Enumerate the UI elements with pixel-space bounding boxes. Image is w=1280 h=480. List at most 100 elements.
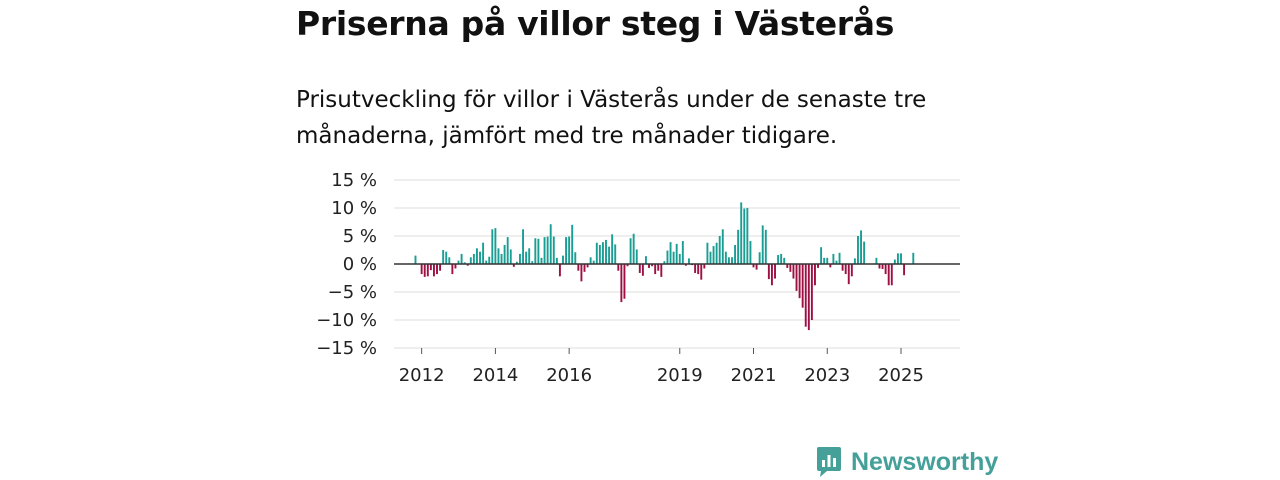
y-tick-label: 0 % [343, 254, 377, 275]
bar [681, 241, 684, 264]
y-axis: 15 % 10 % 5 % 0 % −5 % −10 % −15 % [316, 170, 377, 359]
bar [792, 264, 795, 279]
bar [577, 264, 580, 271]
bar [614, 244, 617, 264]
y-tick-label: 15 % [331, 170, 377, 191]
bar [678, 253, 681, 264]
bar [497, 248, 500, 264]
bar [789, 264, 792, 272]
bar [549, 224, 552, 264]
bar [448, 257, 451, 264]
bar [543, 237, 546, 264]
bar [684, 264, 687, 266]
bar [629, 238, 632, 264]
bar [663, 261, 666, 264]
newsworthy-logo: Newsworthy [815, 446, 998, 478]
bar [611, 234, 614, 264]
bar [731, 257, 733, 264]
bar [746, 208, 749, 264]
bar [700, 264, 703, 280]
x-tick-label: 2016 [546, 365, 592, 386]
bar-series [414, 202, 915, 331]
bar [509, 249, 512, 264]
bar [823, 257, 826, 264]
bar [706, 242, 709, 264]
bar [838, 252, 841, 264]
bar [847, 264, 850, 285]
bar [632, 233, 635, 264]
bar [835, 260, 838, 264]
bar [586, 264, 589, 268]
bar [900, 253, 902, 264]
bar [503, 244, 506, 264]
bar [669, 242, 672, 264]
bar [457, 260, 460, 264]
bar [571, 224, 574, 264]
bar [703, 264, 706, 269]
bar [807, 264, 810, 331]
bar [506, 237, 509, 264]
bar [853, 258, 856, 264]
bar [451, 264, 454, 275]
bar [770, 264, 773, 286]
bar [565, 237, 568, 264]
bar [774, 264, 776, 279]
bar [436, 264, 438, 275]
bar [472, 253, 475, 264]
bar [429, 264, 432, 271]
bar [562, 255, 564, 264]
bar [829, 264, 832, 268]
bar [601, 242, 604, 264]
bar [786, 264, 789, 268]
bar [479, 251, 481, 264]
bar [810, 264, 813, 320]
bar [675, 243, 678, 264]
bar [884, 264, 887, 275]
bar [540, 257, 543, 264]
bar [724, 251, 727, 264]
bar [595, 242, 598, 264]
bar [857, 236, 859, 264]
bar [795, 264, 798, 291]
bar [912, 252, 915, 264]
bar [626, 264, 629, 267]
bar [617, 264, 620, 271]
bar [721, 229, 724, 264]
x-tick-label: 2023 [804, 365, 850, 386]
bar [783, 257, 786, 264]
bar [635, 249, 638, 264]
bar [863, 241, 866, 264]
x-axis: 2012 2014 2016 2019 2021 2023 2025 [399, 348, 924, 386]
chart-title: Priserna på villor steg i Västerås [296, 4, 895, 43]
bar [709, 251, 712, 264]
bar [694, 264, 697, 273]
bar [755, 264, 758, 270]
bar [740, 202, 743, 264]
bar [608, 246, 611, 264]
bar [727, 257, 730, 264]
bar [546, 236, 549, 264]
bar [414, 255, 417, 264]
bar [764, 229, 767, 264]
bar [531, 261, 534, 264]
x-tick-label: 2021 [731, 365, 777, 386]
bar [893, 259, 896, 264]
bar [555, 257, 558, 264]
bar [881, 264, 884, 270]
bar [801, 264, 804, 308]
bar [439, 264, 442, 271]
bar [432, 264, 435, 277]
last-value-label: 2 % [916, 0, 946, 4]
bar [519, 253, 521, 264]
bar [515, 261, 518, 264]
bar [494, 228, 497, 264]
y-tick-label: 10 % [331, 198, 377, 219]
brand-name: Newsworthy [851, 447, 999, 476]
bar [887, 264, 890, 286]
bar [583, 264, 586, 272]
bar [574, 252, 577, 264]
x-tick-label: 2019 [657, 365, 703, 386]
bar [841, 264, 844, 271]
bar [752, 264, 755, 268]
